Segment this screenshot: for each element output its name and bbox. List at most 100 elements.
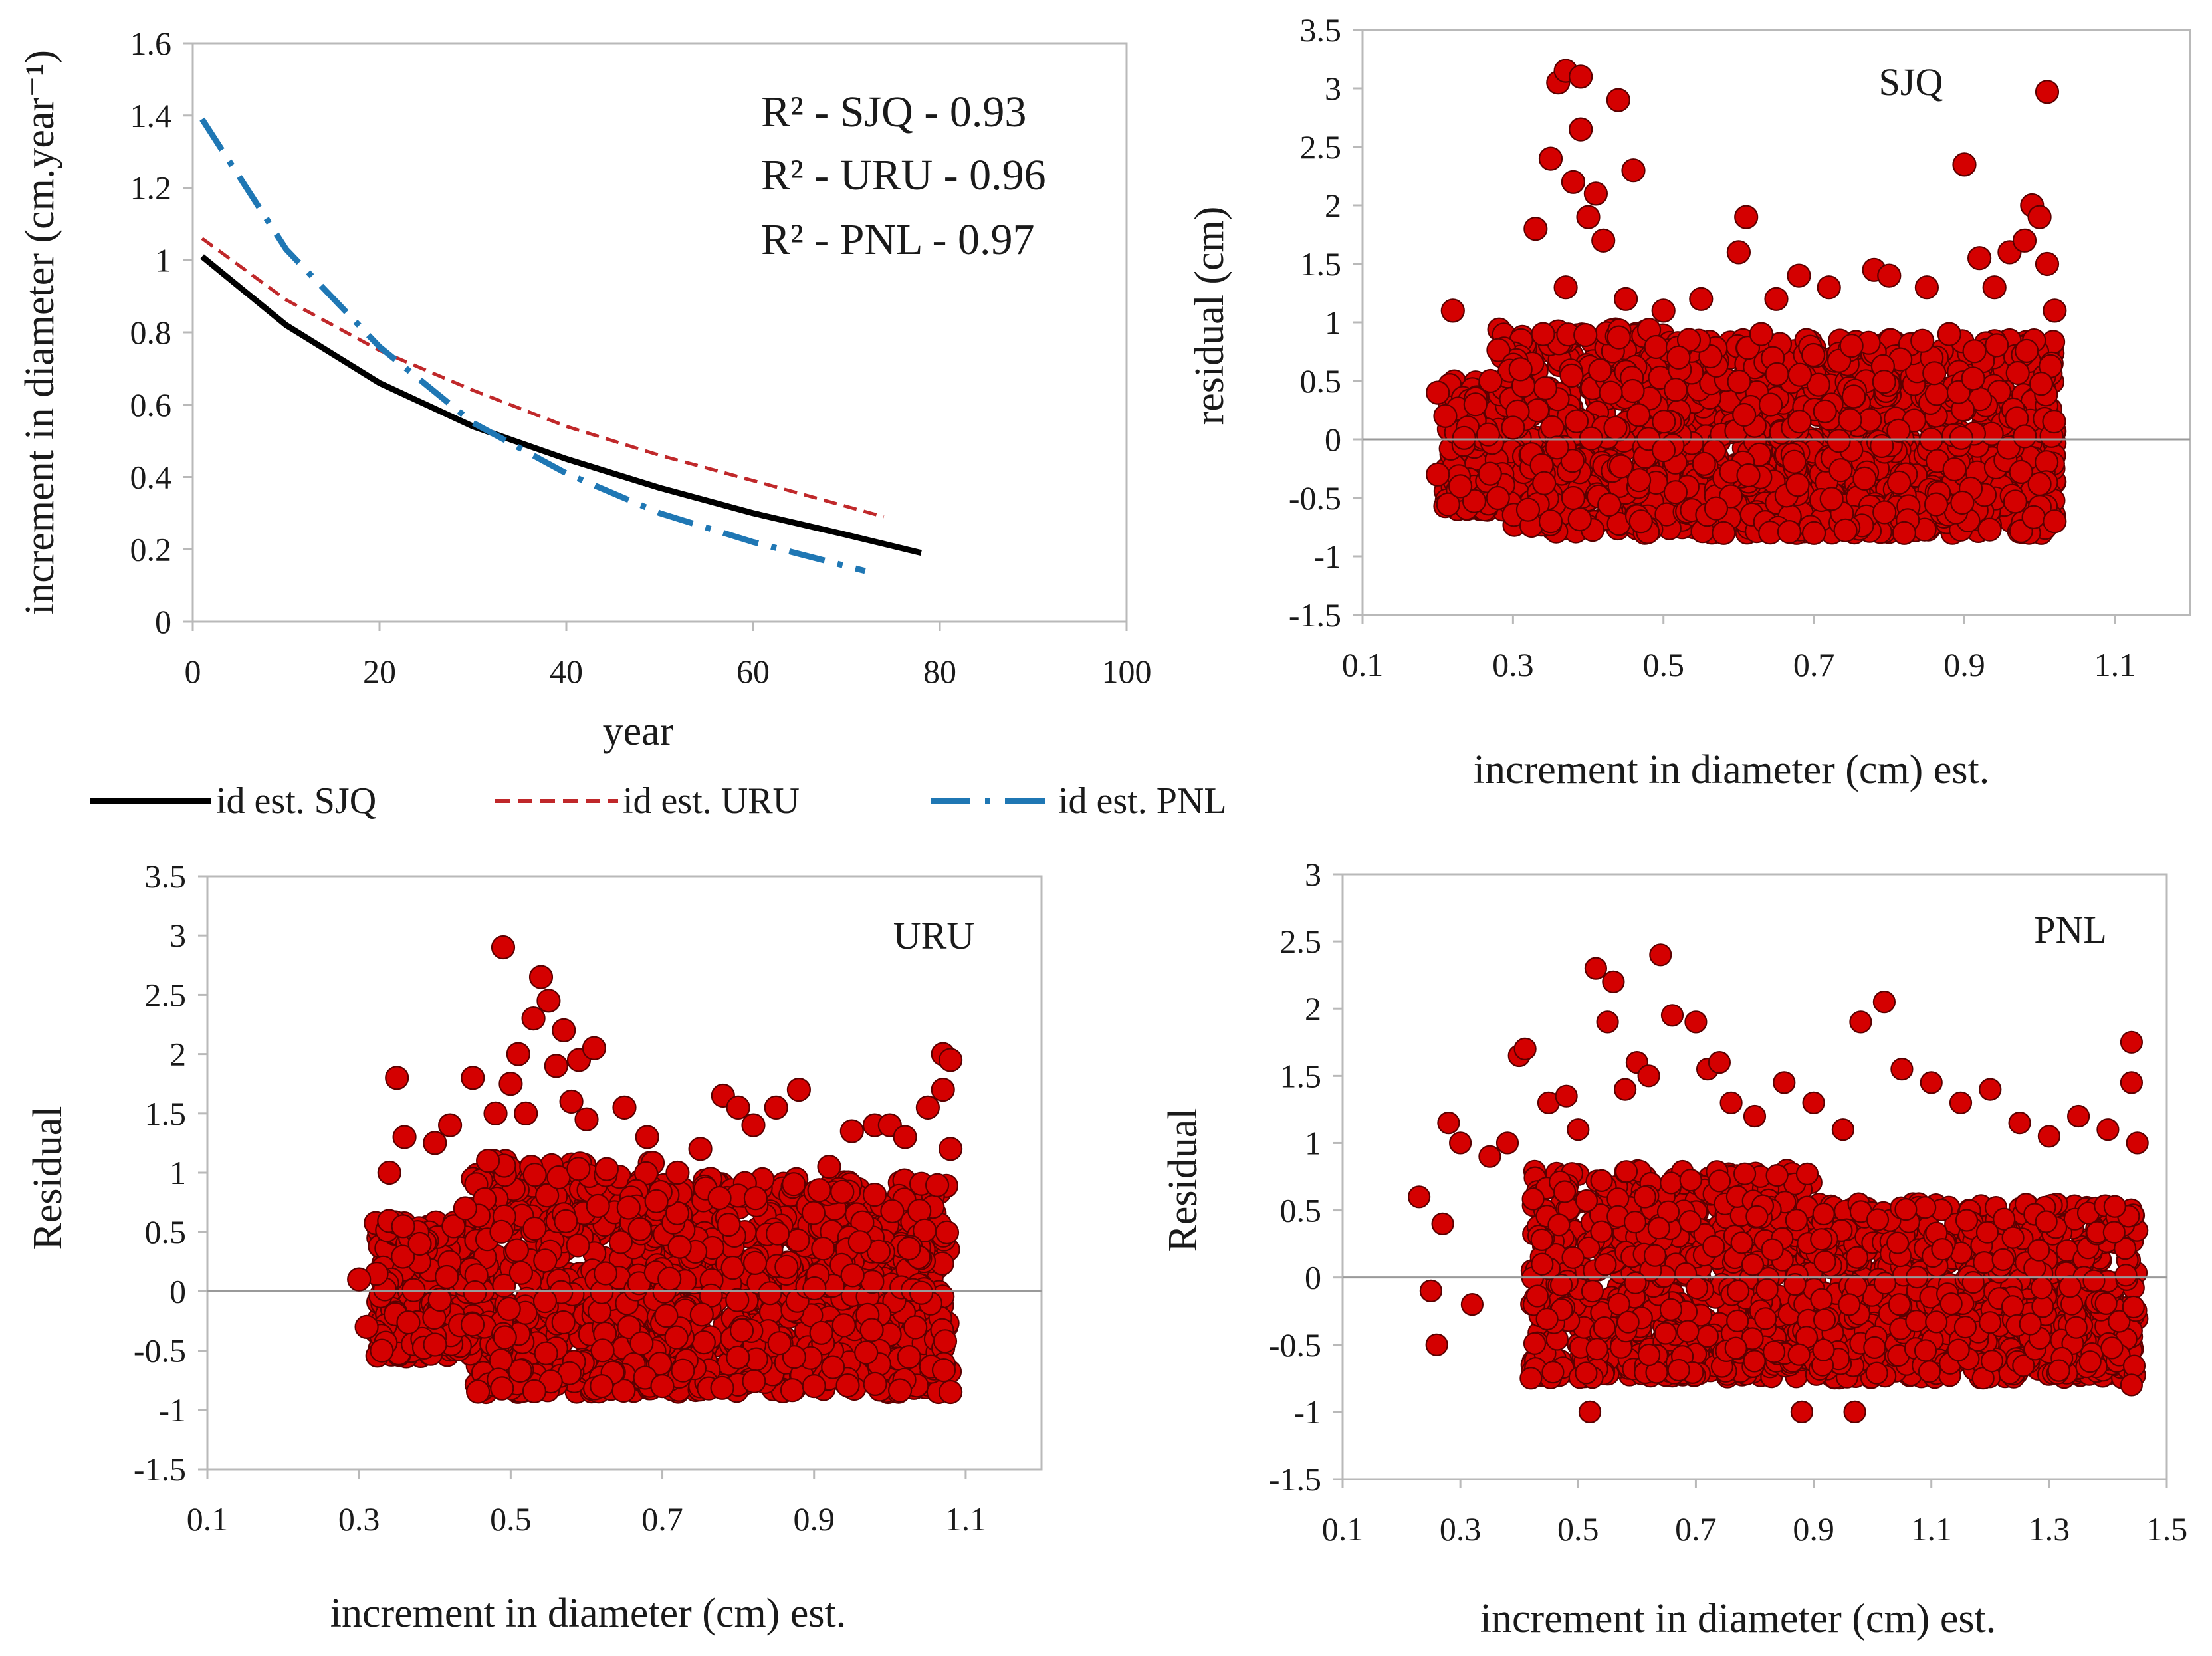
residual-point — [2042, 409, 2066, 434]
residual-point — [1838, 408, 1862, 432]
residual-point — [528, 965, 554, 989]
residual-point — [1594, 1253, 1617, 1276]
residual-point — [2012, 228, 2037, 253]
residual-point — [401, 1278, 426, 1302]
residual-point — [2027, 471, 2052, 497]
curves-chart: 0 20 40 60 80 100 00.20.40.60.811.21.41.6 yea… — [17, 25, 1152, 754]
residual-point — [1532, 471, 1557, 495]
curves-x-ticks: 0 20 40 60 80 100 — [185, 622, 1152, 690]
residual-point — [802, 1374, 826, 1399]
y-tick-label: 1.6 — [130, 25, 172, 62]
residual-point — [1870, 433, 1894, 459]
residual-point — [590, 1374, 614, 1399]
residual-point — [835, 1373, 860, 1398]
curves-legend: id est. SJQ id est. URU id est. PNL — [90, 780, 1227, 822]
residual-point — [1575, 1189, 1598, 1213]
residual-point — [2001, 1295, 2025, 1318]
x-tick-label: 0.3 — [338, 1500, 380, 1538]
legend-label-uru: id est. URU — [623, 780, 800, 822]
x-tick-label: 40 — [550, 653, 583, 690]
residual-point — [1478, 368, 1503, 394]
y-tick-label: 1.5 — [1300, 245, 1342, 283]
y-tick-label: 2.5 — [1300, 128, 1342, 166]
residual-point — [2035, 450, 2059, 475]
residual-point — [1833, 518, 1858, 542]
residual-point — [1599, 380, 1623, 405]
residual-point — [667, 1235, 692, 1259]
residual-point — [1679, 1168, 1702, 1192]
y-tick-label: -0.5 — [1289, 479, 1341, 517]
y-tick-label: 1 — [1305, 1124, 1321, 1161]
y-tick-label: -0.5 — [1269, 1326, 1321, 1363]
pnl-y-ticks: -1.5-1-0.500.511.522.53 — [1269, 856, 1343, 1498]
residual-point — [1787, 410, 1812, 434]
residual-point — [1845, 1246, 1869, 1269]
residual-point — [1606, 88, 1630, 112]
residual-point — [2035, 251, 2060, 277]
x-tick-label: 0.1 — [1322, 1510, 1364, 1548]
x-tick-label: 60 — [736, 653, 770, 690]
residual-point — [1559, 363, 1584, 388]
residual-point — [1785, 473, 1810, 497]
residual-point — [1749, 322, 1773, 346]
residual-point — [1985, 333, 2009, 358]
y-tick-label: -1 — [158, 1391, 186, 1429]
residual-point — [1538, 509, 1563, 534]
residual-point — [1852, 466, 1877, 491]
residual-point — [726, 1345, 750, 1370]
y-tick-label: 3 — [1305, 856, 1321, 893]
curves-y-axis-label: increment in diameter (cm.year⁻¹) — [17, 50, 62, 615]
residual-point — [2003, 489, 2027, 514]
residual-point — [935, 1220, 960, 1244]
residual-point — [1727, 1279, 1750, 1303]
residual-point — [1588, 358, 1612, 383]
residual-point — [915, 1095, 940, 1120]
residual-point — [1872, 500, 1897, 525]
residual-point — [532, 1288, 558, 1314]
residual-point — [407, 1231, 432, 1256]
r2-annotation-pnl: R² - PNL - 0.97 — [761, 215, 1035, 264]
residual-point — [347, 1267, 372, 1292]
residual-point — [1839, 334, 1864, 358]
residual-point — [574, 1107, 599, 1131]
x-tick-label: 100 — [1102, 653, 1152, 690]
residual-point — [707, 1185, 732, 1211]
y-tick-label: 0.5 — [1300, 362, 1342, 400]
residual-point — [1952, 152, 1977, 177]
residual-point — [1967, 246, 1992, 271]
residual-point — [533, 1248, 558, 1273]
residual-point — [726, 1095, 750, 1120]
residual-point — [938, 1048, 963, 1072]
y-tick-label: 3 — [1325, 70, 1341, 107]
residual-point — [1663, 480, 1688, 505]
residual-point — [1918, 1360, 1941, 1383]
residual-point — [2013, 424, 2037, 449]
residual-point — [931, 1358, 956, 1383]
residual-point — [1426, 380, 1450, 405]
residual-point — [933, 1329, 958, 1354]
residual-point — [1654, 1322, 1677, 1345]
residual-point — [354, 1314, 379, 1340]
sjq-residual-chart: 0.1 0.3 0.5 0.7 0.9 1.1 -1.5-1-0.500.511.522.… — [1187, 11, 2191, 792]
residual-point — [627, 1217, 652, 1242]
residual-point — [566, 1157, 591, 1181]
residual-point — [2021, 505, 2046, 529]
residual-point — [774, 1254, 799, 1279]
y-tick-label: 2.5 — [1280, 923, 1322, 960]
residual-point — [1813, 399, 1837, 423]
pnl-x-ticks: 0.1 0.3 0.5 0.7 0.9 1.1 1.3 1.5 — [1322, 1479, 2187, 1548]
y-tick-label: 2 — [169, 1036, 186, 1073]
residual-point — [931, 1077, 955, 1102]
residual-point — [582, 1036, 607, 1060]
residual-point — [453, 1196, 478, 1221]
residual-point — [1924, 492, 1949, 517]
y-tick-label: 2 — [1325, 187, 1341, 224]
residual-point — [377, 1160, 401, 1185]
x-tick-label: 0.5 — [1642, 646, 1684, 683]
residual-point — [1734, 205, 1759, 229]
y-tick-label: 1 — [155, 241, 171, 279]
residual-point — [839, 1119, 864, 1143]
residual-point — [811, 1237, 835, 1261]
residual-point — [493, 1325, 517, 1350]
residual-point — [807, 1178, 831, 1203]
